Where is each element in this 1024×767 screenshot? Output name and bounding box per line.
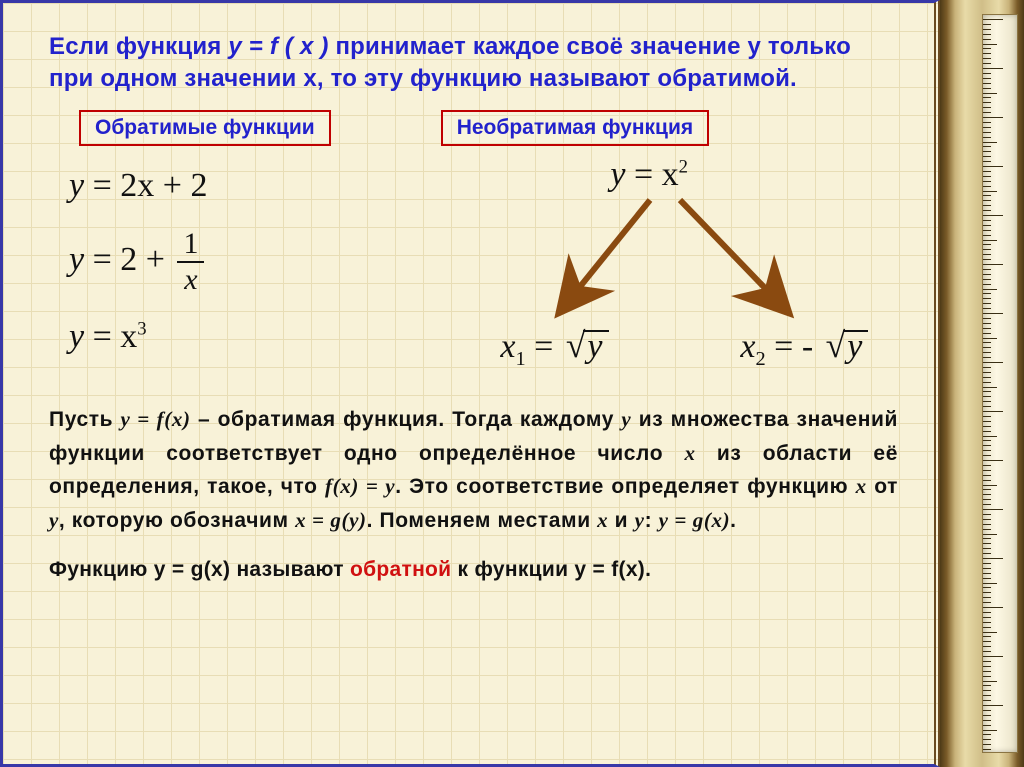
noninvertible-example: y = x2 x1 = y x2 = - y	[450, 156, 898, 380]
heading-prefix: Если функция	[49, 33, 228, 60]
conclusion-line: Функцию y = g(x) называют обратной к фун…	[49, 558, 898, 582]
label-invertible: Обратимые функции	[79, 110, 331, 146]
binding-strip	[940, 0, 1024, 767]
sqrt-icon: y	[822, 324, 869, 366]
solution-negative-root: x2 = - y	[740, 324, 868, 371]
formulas-row: y = 2x + 2 y = 2 + 1x y = x3 y = x2	[49, 156, 898, 380]
equation-cubic: y = x3	[69, 317, 450, 358]
explanation-paragraph: Пусть y = f(x) – обратимая функция. Тогд…	[49, 403, 898, 537]
heading-function: y = f ( x )	[228, 33, 328, 60]
label-noninvertible: Необратимая функция	[441, 110, 709, 146]
definition-heading: Если функция y = f ( x ) принимает каждо…	[49, 31, 898, 96]
slide-page: Если функция y = f ( x ) принимает каждо…	[0, 0, 940, 767]
category-labels: Обратимые функции Необратимая функция	[79, 110, 898, 146]
invertible-examples: y = 2x + 2 y = 2 + 1x y = x3	[49, 156, 450, 380]
highlighted-term: обратной	[350, 558, 451, 581]
solution-positive-root: x1 = y	[500, 324, 608, 371]
equation-square: y = x2	[610, 156, 688, 194]
equation-linear: y = 2x + 2	[69, 166, 450, 207]
equation-reciprocal: y = 2 + 1x	[69, 229, 450, 295]
fraction: 1x	[177, 229, 204, 295]
sqrt-icon: y	[562, 324, 609, 366]
branch-arrows	[530, 194, 850, 334]
ruler-decoration	[982, 14, 1018, 753]
